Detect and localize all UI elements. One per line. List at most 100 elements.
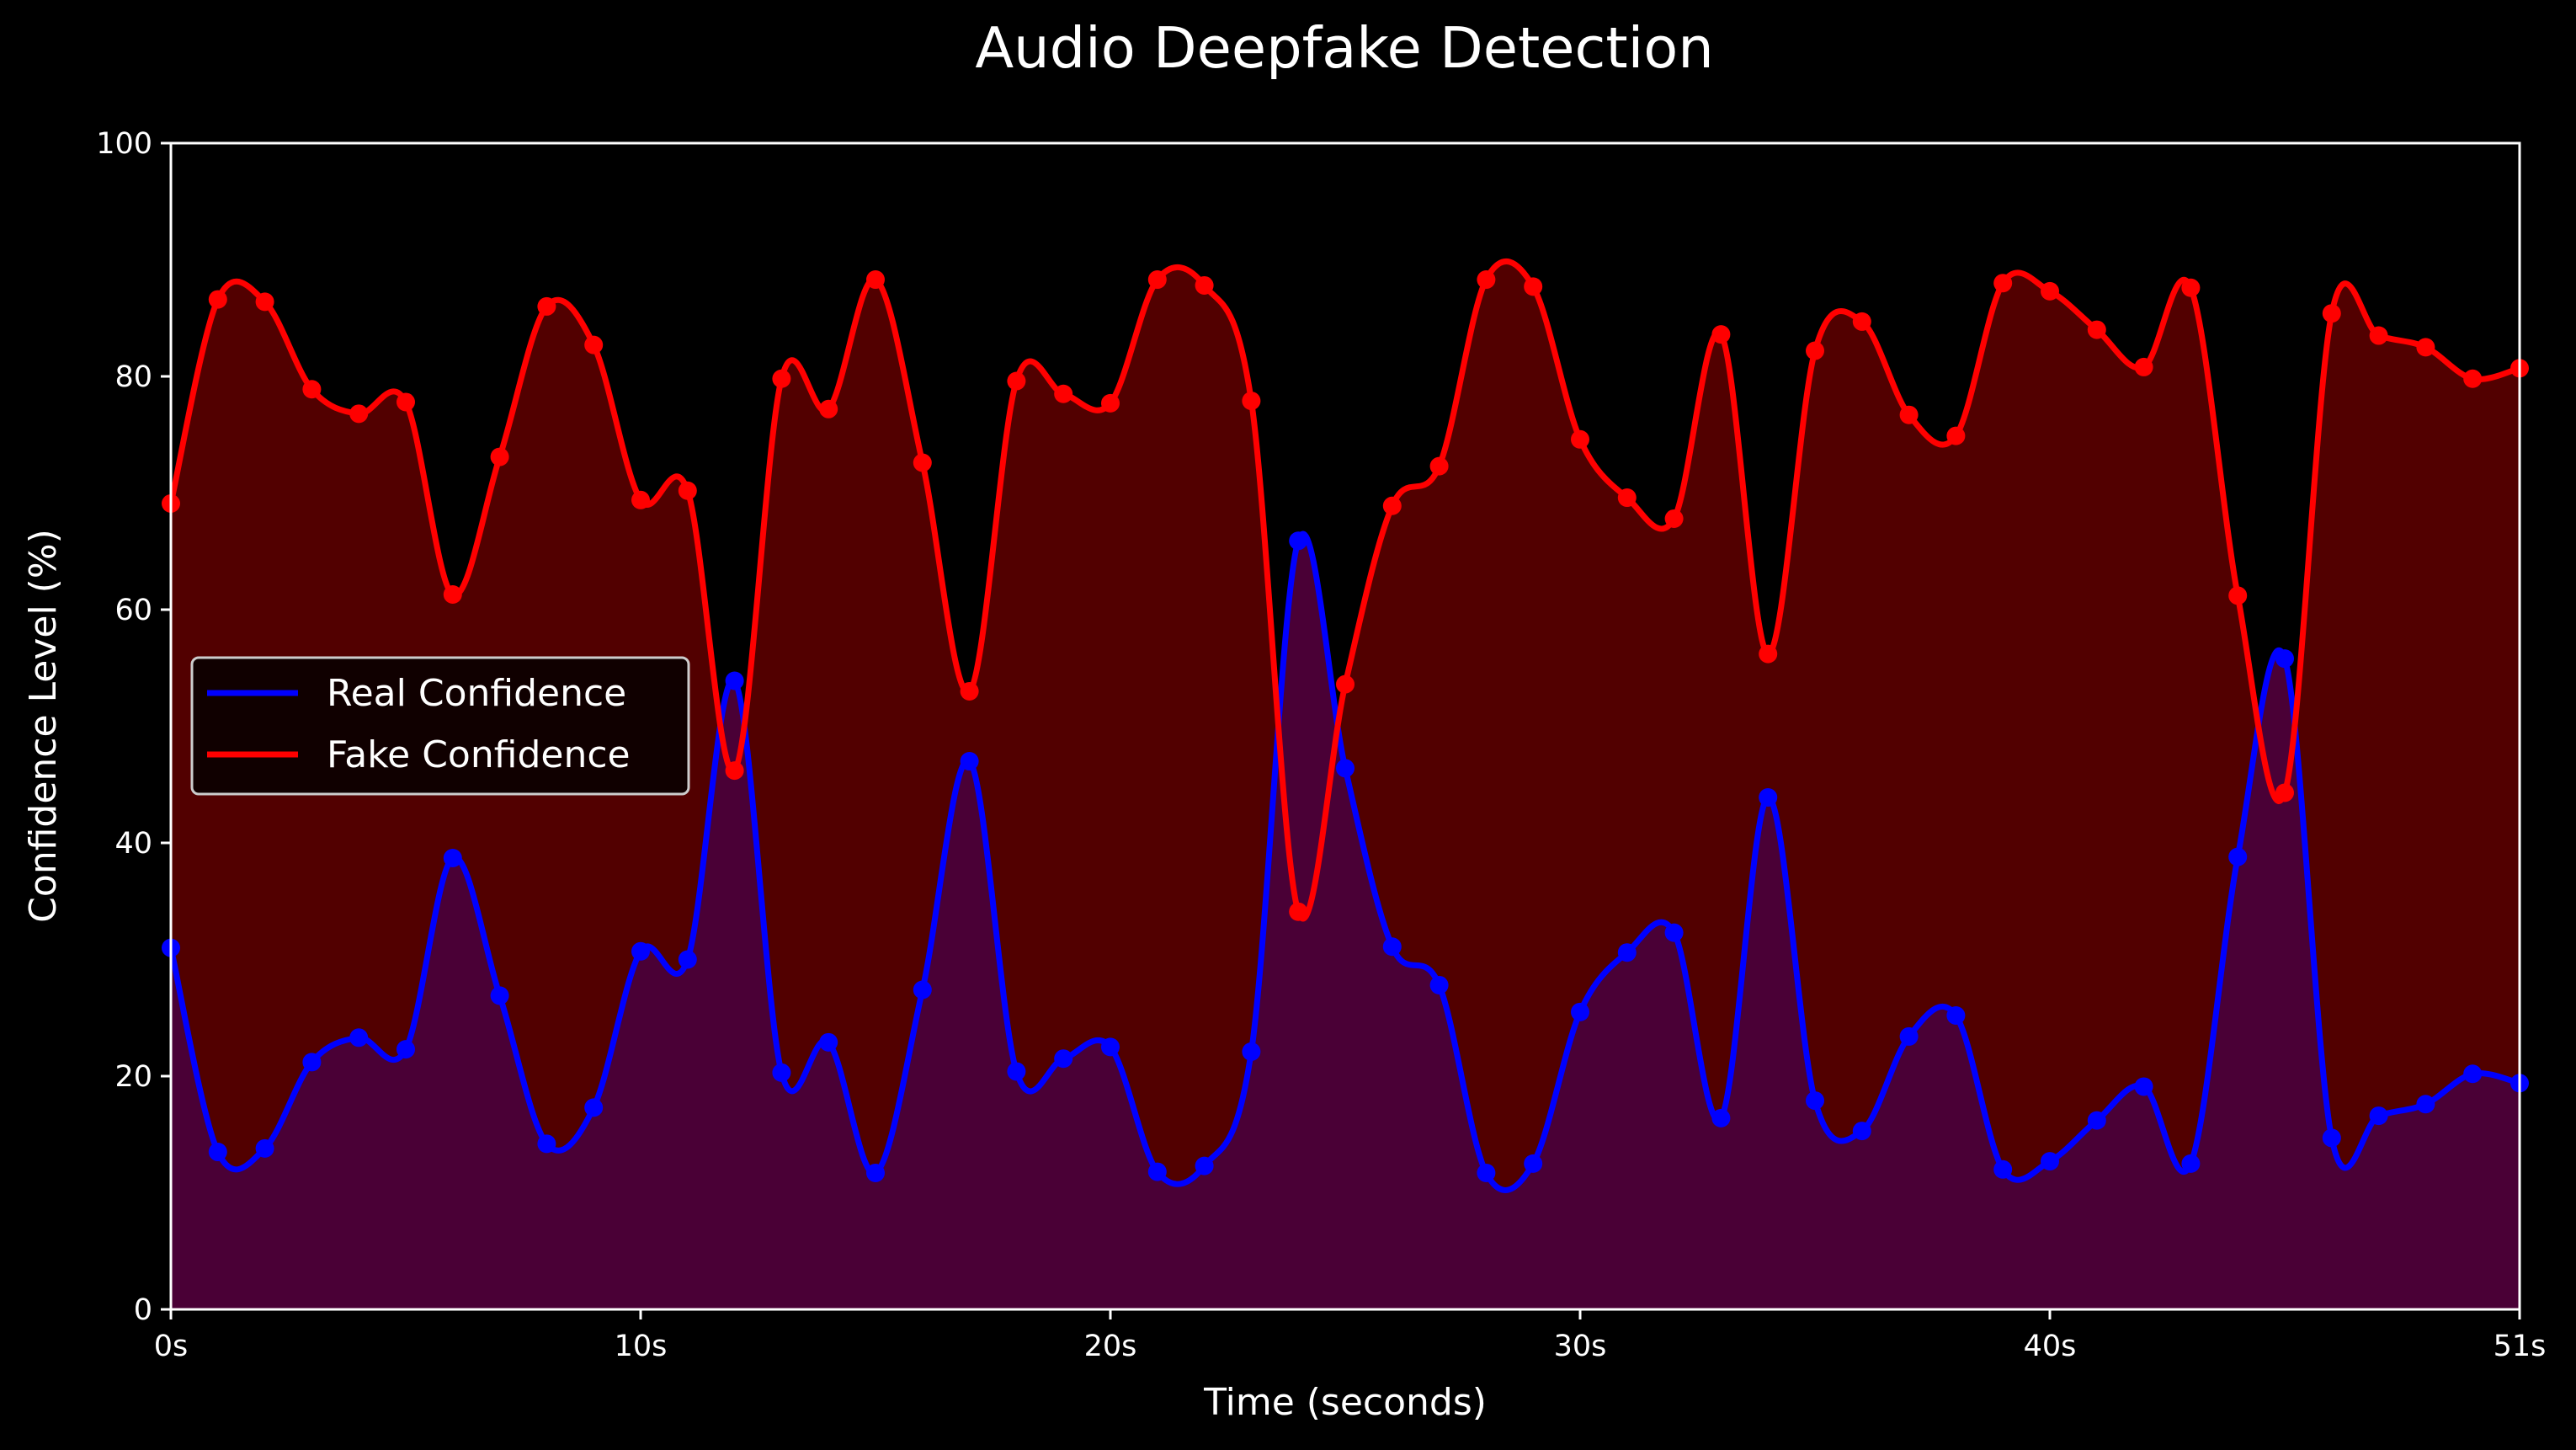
data-point-real bbox=[2041, 1152, 2059, 1171]
x-tick-label: 30s bbox=[1554, 1330, 1607, 1363]
legend-label-fake: Fake Confidence bbox=[327, 733, 631, 776]
data-point-real bbox=[1852, 1122, 1871, 1141]
data-point-real bbox=[2275, 649, 2294, 669]
data-point-fake bbox=[913, 453, 932, 472]
data-point-fake bbox=[1477, 270, 1496, 290]
data-point-real bbox=[302, 1053, 322, 1072]
data-point-fake bbox=[2228, 586, 2248, 605]
data-point-real bbox=[2181, 1154, 2201, 1173]
data-point-real bbox=[349, 1028, 369, 1048]
data-point-real bbox=[1007, 1062, 1026, 1081]
data-point-fake bbox=[1429, 456, 1449, 476]
data-point-fake bbox=[255, 292, 274, 312]
data-point-real bbox=[2228, 847, 2248, 866]
data-point-fake bbox=[2181, 278, 2201, 297]
y-axis: 0 20 40 60 80 100 bbox=[96, 127, 171, 1327]
data-point-fake bbox=[2087, 320, 2106, 339]
y-tick-label: 60 bbox=[114, 594, 152, 627]
data-point-fake bbox=[349, 404, 369, 424]
data-point-real bbox=[1101, 1037, 1120, 1057]
data-point-real bbox=[2134, 1077, 2153, 1096]
data-point-fake bbox=[443, 585, 462, 604]
data-point-fake bbox=[1382, 496, 1402, 515]
data-point-fake bbox=[1007, 371, 1026, 391]
y-tick-label: 20 bbox=[114, 1060, 152, 1094]
data-point-fake bbox=[1524, 277, 1543, 296]
data-point-real bbox=[2369, 1106, 2388, 1126]
data-point-fake bbox=[584, 335, 604, 355]
plot-frame bbox=[169, 141, 2521, 1311]
data-point-fake bbox=[631, 490, 650, 509]
data-point-real bbox=[2322, 1128, 2341, 1148]
data-point-real bbox=[537, 1134, 556, 1154]
series-fills bbox=[171, 261, 2520, 1310]
data-point-real bbox=[678, 950, 697, 969]
legend-label-real: Real Confidence bbox=[327, 672, 626, 715]
x-tick-label: 10s bbox=[615, 1330, 668, 1363]
data-point-real bbox=[960, 752, 979, 771]
data-point-fake bbox=[1054, 384, 1073, 403]
data-point-real bbox=[255, 1138, 274, 1158]
x-tick-label: 0s bbox=[154, 1330, 189, 1363]
data-point-fake bbox=[1711, 325, 1731, 344]
data-point-real bbox=[1147, 1162, 1167, 1181]
data-point-fake bbox=[678, 481, 697, 500]
data-point-fake bbox=[2369, 326, 2388, 345]
data-point-real bbox=[1806, 1091, 1824, 1111]
data-point-fake bbox=[2322, 304, 2341, 323]
data-point-fake bbox=[397, 392, 415, 412]
data-point-real bbox=[1195, 1156, 1214, 1175]
data-point-real bbox=[1664, 923, 1684, 942]
y-axis-title: Confidence Level (%) bbox=[22, 529, 65, 923]
data-point-fake bbox=[1617, 488, 1637, 508]
y-tick-label: 100 bbox=[96, 127, 152, 161]
data-point-real bbox=[1382, 937, 1402, 957]
data-point-real bbox=[1993, 1159, 2013, 1179]
data-point-real bbox=[725, 671, 744, 690]
data-point-fake bbox=[1664, 509, 1684, 528]
data-point-fake bbox=[2416, 338, 2435, 357]
data-point-real bbox=[1242, 1042, 1261, 1061]
data-point-real bbox=[2463, 1064, 2483, 1084]
data-point-real bbox=[1946, 1005, 1966, 1025]
data-point-real bbox=[2087, 1111, 2106, 1130]
y-tick-label: 80 bbox=[114, 360, 152, 394]
data-point-real bbox=[397, 1040, 415, 1059]
data-point-real bbox=[1429, 975, 1449, 994]
data-point-fake bbox=[1242, 392, 1261, 411]
data-point-fake bbox=[866, 270, 885, 290]
data-point-fake bbox=[1899, 405, 1919, 424]
data-point-real bbox=[443, 849, 462, 867]
data-point-real bbox=[490, 986, 509, 1005]
legend: Real Confidence Fake Confidence bbox=[190, 656, 690, 796]
data-point-fake bbox=[1993, 274, 2013, 293]
data-point-real bbox=[1336, 759, 1355, 778]
data-point-real bbox=[1571, 1002, 1589, 1021]
data-point-real bbox=[866, 1163, 885, 1182]
x-tick-label: 20s bbox=[1084, 1330, 1137, 1363]
data-point-fake bbox=[2463, 369, 2483, 388]
data-point-fake bbox=[490, 447, 509, 466]
data-point-real bbox=[1759, 787, 1778, 807]
x-axis: 0s 10s 20s 30s 40s 51s bbox=[154, 1309, 2546, 1363]
data-point-fake bbox=[772, 369, 791, 388]
data-point-fake bbox=[1806, 341, 1824, 360]
data-point-fake bbox=[1101, 393, 1120, 413]
data-point-fake bbox=[1147, 270, 1167, 290]
data-point-real bbox=[819, 1032, 838, 1052]
data-point-real bbox=[2416, 1095, 2435, 1114]
legend-box bbox=[190, 656, 690, 796]
area-fill-real bbox=[171, 534, 2520, 1309]
data-point-real bbox=[584, 1098, 604, 1117]
data-point-fake bbox=[1571, 429, 1589, 449]
data-point-fake bbox=[2134, 357, 2153, 376]
x-axis-title: Time (seconds) bbox=[1203, 1381, 1487, 1424]
data-point-fake bbox=[1759, 644, 1778, 664]
data-point-real bbox=[208, 1143, 227, 1162]
data-point-fake bbox=[2275, 783, 2294, 802]
data-point-fake bbox=[208, 290, 227, 309]
data-point-fake bbox=[537, 296, 556, 316]
data-point-real bbox=[1524, 1154, 1543, 1173]
data-point-fake bbox=[960, 681, 979, 701]
